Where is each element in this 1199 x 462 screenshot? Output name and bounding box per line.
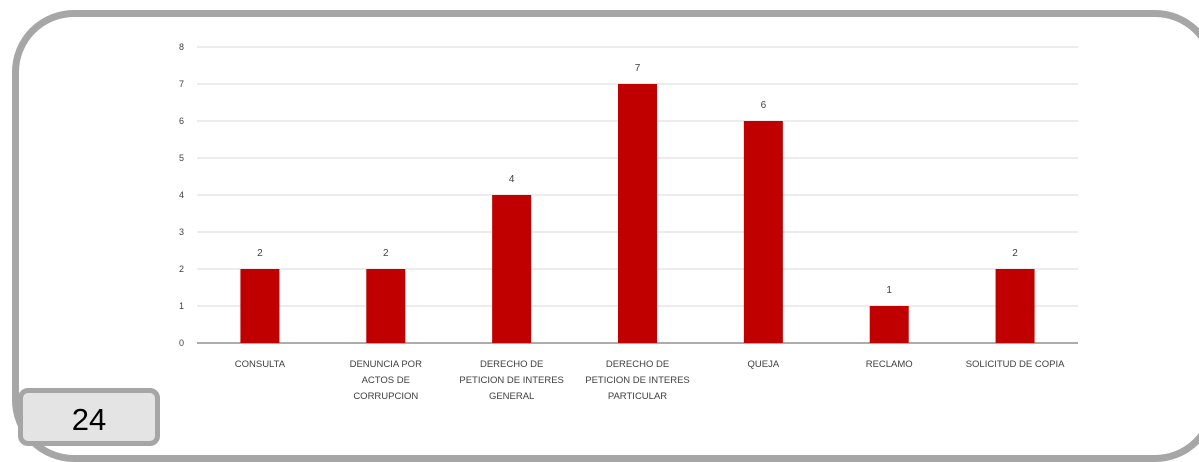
- data-label: 4: [509, 174, 515, 185]
- x-tick-label: RECLAMO: [866, 359, 913, 370]
- x-tick-label-line: RECLAMO: [866, 359, 913, 370]
- y-tick-label: 7: [179, 79, 184, 89]
- x-tick-label-line: PETICION DE INTERES: [585, 375, 690, 386]
- y-tick-label: 5: [179, 153, 184, 163]
- x-tick-label-line: DERECHO DE: [606, 359, 669, 370]
- page-number: 24: [71, 402, 107, 437]
- slide-frame: [12, 10, 1199, 462]
- x-tick-label-line: DERECHO DE: [480, 359, 543, 370]
- y-tick-label: 4: [179, 190, 184, 200]
- bar: [995, 269, 1035, 343]
- y-tick-label: 1: [179, 301, 184, 311]
- x-tick-label-line: ACTOS DE: [362, 375, 410, 386]
- data-label: 2: [1012, 248, 1018, 259]
- y-tick-label: 6: [179, 116, 184, 126]
- x-tick-label: DENUNCIA POR ACTOS DE CORRUPCION: [350, 359, 422, 402]
- data-label: 1: [886, 285, 892, 296]
- x-tick-label-line: CORRUPCION: [353, 391, 418, 402]
- bar-chart: 0 1 2 3 4 5 6 7 8 2 CONSULTA 2 DENUNCIA POR ACTOS DE C…: [179, 42, 1078, 402]
- x-tick-label: QUEJA: [748, 359, 780, 370]
- x-tick-label-line: PETICION DE INTERES: [459, 375, 564, 386]
- x-tick-label: CONSULTA: [235, 359, 286, 370]
- y-tick-label: 3: [179, 227, 184, 237]
- x-tick-label-line: SOLICITUD DE COPIA: [966, 359, 1065, 370]
- bar: [240, 269, 280, 343]
- bar: [366, 269, 406, 343]
- data-label: 7: [635, 63, 641, 74]
- bar: [743, 121, 783, 343]
- x-tick-label-line: PARTICULAR: [608, 391, 667, 402]
- data-label: 2: [383, 248, 389, 259]
- bar: [492, 195, 532, 343]
- bar: [869, 306, 909, 343]
- x-tick-label-line: DENUNCIA POR: [350, 359, 422, 370]
- x-tick-label-line: CONSULTA: [235, 359, 286, 370]
- data-label: 2: [257, 248, 263, 259]
- x-tick-label: DERECHO DE PETICION DE INTERES GENERAL: [459, 359, 564, 402]
- labels: 0 1 2 3 4 5 6 7 8 2 CONSULTA 2 DENUNCIA POR ACTOS DE C…: [179, 42, 1065, 402]
- y-tick-label: 0: [179, 338, 184, 348]
- data-label: 6: [761, 100, 767, 111]
- bar: [618, 84, 657, 343]
- x-tick-label: DERECHO DE PETICION DE INTERES PARTICULAR: [585, 359, 690, 402]
- x-tick-label: SOLICITUD DE COPIA: [966, 359, 1065, 370]
- y-tick-label: 2: [179, 264, 184, 274]
- y-tick-label: 8: [179, 42, 184, 52]
- x-tick-label-line: GENERAL: [489, 391, 534, 402]
- x-tick-label-line: QUEJA: [748, 359, 780, 370]
- bars: [240, 84, 1035, 343]
